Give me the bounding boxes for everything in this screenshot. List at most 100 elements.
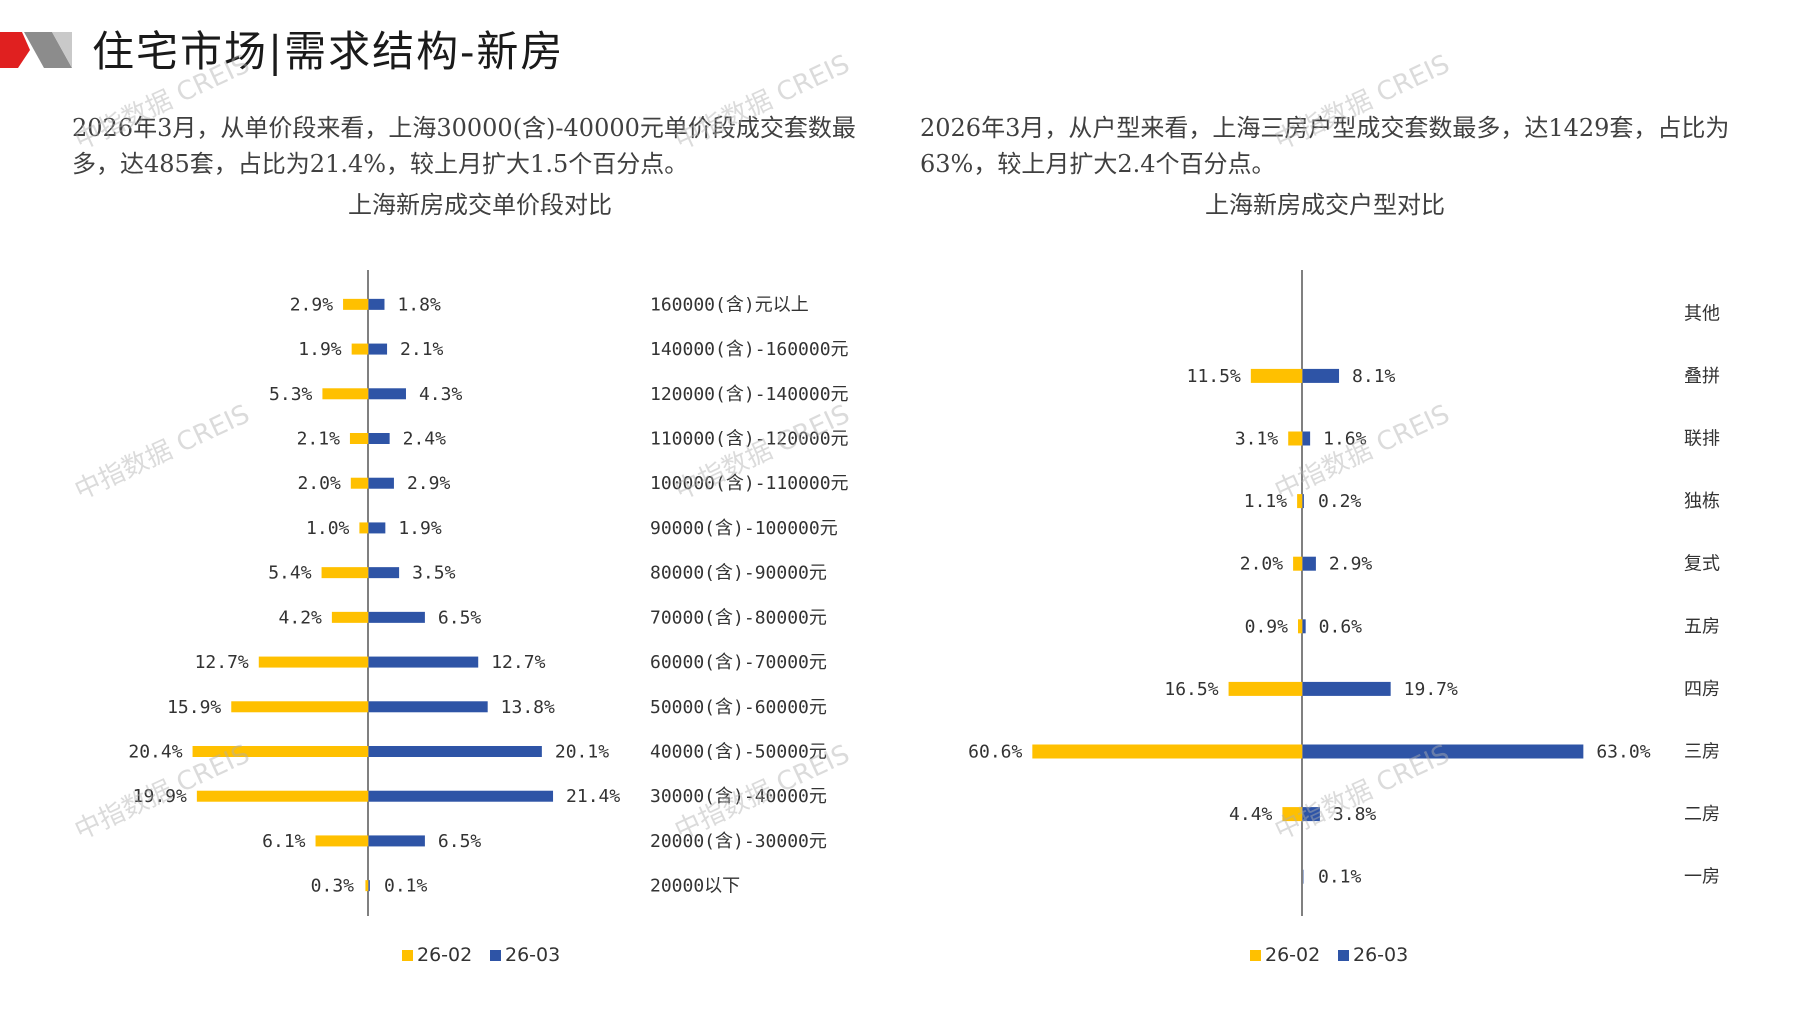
bar-26-03 (369, 522, 386, 534)
data-label-26-02: 0.3% (311, 876, 355, 897)
bar-26-02 (349, 433, 368, 444)
category-label: 独栋 (1684, 491, 1720, 512)
bar-26-02 (351, 343, 368, 355)
data-label-26-02: 19.9% (133, 786, 187, 807)
data-label-26-03: 20.1% (555, 742, 609, 763)
data-label-26-03: 0.2% (1318, 491, 1362, 512)
data-label-26-02: 6.1% (262, 831, 306, 852)
data-label-26-03: 63.0% (1596, 742, 1650, 763)
category-label: 其他 (1684, 303, 1720, 324)
bar-26-02 (350, 477, 368, 489)
bar-26-02 (1293, 556, 1302, 571)
category-label: 50000(含)-60000元 (650, 697, 827, 718)
category-label: 90000(含)-100000元 (650, 518, 838, 539)
legend-swatch-26-02 (1250, 950, 1261, 961)
category-label: 二房 (1684, 804, 1720, 825)
category-label: 30000(含)-40000元 (650, 786, 827, 807)
bar-26-03 (1303, 807, 1320, 822)
data-label-26-03: 19.7% (1404, 679, 1458, 700)
data-label-26-02: 12.7% (195, 652, 249, 673)
bar-26-02 (1250, 368, 1302, 383)
category-label: 三房 (1684, 742, 1720, 763)
bar-26-02 (1282, 807, 1302, 822)
data-label-26-03: 6.5% (438, 831, 482, 852)
category-label: 110000(含)-120000元 (650, 429, 849, 450)
category-label: 40000(含)-50000元 (650, 742, 827, 763)
data-label-26-03: 8.1% (1352, 366, 1396, 387)
bar-26-03 (1303, 431, 1311, 446)
data-label-26-02: 11.5% (1187, 366, 1241, 387)
right-description: 2026年3月，从户型来看，上海三房户型成交套数最多，达1429套，占比为63%… (920, 114, 1730, 178)
data-label-26-03: 4.3% (419, 384, 463, 405)
bar-26-02 (321, 567, 368, 579)
data-label-26-03: 0.1% (384, 876, 428, 897)
bar-26-03 (369, 433, 390, 444)
bar-26-03 (1303, 619, 1306, 634)
legend-swatch-26-03 (1338, 950, 1349, 961)
data-label-26-03: 0.1% (1318, 867, 1362, 888)
legend-swatch-26-03 (490, 950, 501, 961)
bar-26-03 (369, 746, 542, 757)
bar-26-02 (1032, 744, 1302, 759)
data-label-26-02: 0.9% (1245, 616, 1289, 637)
bar-26-02 (315, 835, 368, 847)
bar-26-03 (369, 880, 370, 892)
category-label: 140000(含)-160000元 (650, 339, 849, 360)
category-label: 100000(含)-110000元 (650, 473, 849, 494)
left-description: 2026年3月，从单价段来看，上海30000(含)-40000元单价段成交套数最… (72, 114, 856, 178)
data-label-26-02: 4.4% (1229, 804, 1273, 825)
logo-light-shape (52, 32, 72, 68)
logo-gray-shape (24, 32, 72, 68)
legend-swatch-26-02 (402, 950, 413, 961)
category-label: 160000(含)元以上 (650, 294, 809, 315)
category-label: 20000(含)-30000元 (650, 831, 827, 852)
price-segment-chart: 上海新房成交单价段对比 2.9% 1.8% 160000(含)元以上 1.9% 2.1% 1… (128, 191, 849, 966)
bar-26-02 (231, 701, 368, 713)
bar-26-03 (369, 567, 400, 579)
data-label-26-02: 4.2% (279, 607, 323, 628)
bar-26-03 (1303, 744, 1584, 759)
bar-26-03 (1303, 556, 1316, 571)
brand-logo (0, 32, 72, 68)
data-label-26-03: 2.4% (403, 429, 447, 450)
bar-26-02 (258, 656, 368, 668)
bar-26-02 (359, 522, 368, 534)
data-label-26-02: 5.4% (268, 563, 312, 584)
bar-26-02 (192, 746, 368, 757)
bar-26-03 (369, 656, 479, 668)
category-label: 联排 (1684, 429, 1720, 450)
bar-26-02 (1297, 619, 1302, 634)
bar-26-03 (369, 388, 406, 400)
bar-26-02 (1297, 494, 1302, 509)
data-label-26-03: 2.9% (1329, 554, 1373, 575)
bar-26-03 (369, 477, 394, 489)
chart-title: 上海新房成交户型对比 (1205, 191, 1445, 219)
bar-26-03 (369, 835, 425, 847)
bar-26-03 (1303, 681, 1391, 696)
data-label-26-03: 1.8% (397, 294, 441, 315)
bar-26-02 (331, 611, 368, 623)
legend-label-26-02: 26-02 (417, 944, 472, 966)
chart-title: 上海新房成交单价段对比 (348, 191, 612, 219)
bar-26-03 (369, 701, 488, 713)
data-label-26-02: 5.3% (269, 384, 313, 405)
category-label: 一房 (1684, 867, 1720, 888)
data-label-26-02: 16.5% (1164, 679, 1218, 700)
data-label-26-03: 0.6% (1319, 616, 1363, 637)
bar-26-02 (322, 388, 368, 400)
category-label: 120000(含)-140000元 (650, 384, 849, 405)
bar-26-03 (369, 611, 425, 623)
data-label-26-02: 60.6% (968, 742, 1022, 763)
data-label-26-03: 13.8% (501, 697, 555, 718)
data-label-26-02: 3.1% (1235, 429, 1279, 450)
data-label-26-02: 2.0% (1240, 554, 1284, 575)
data-label-26-03: 2.9% (407, 473, 451, 494)
bar-26-03 (369, 343, 388, 355)
category-label: 80000(含)-90000元 (650, 563, 827, 584)
category-label: 复式 (1684, 554, 1720, 575)
page-title: 住宅市场|需求结构-新房 (92, 27, 565, 76)
data-label-26-03: 2.1% (400, 339, 444, 360)
bar-26-03 (1303, 368, 1340, 383)
data-label-26-02: 15.9% (167, 697, 221, 718)
